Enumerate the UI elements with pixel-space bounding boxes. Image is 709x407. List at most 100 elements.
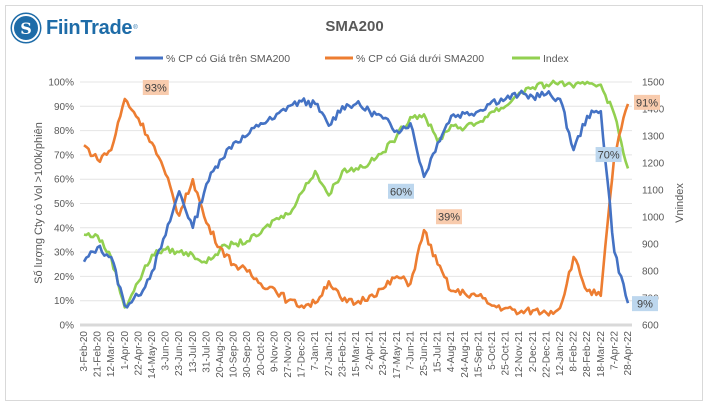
legend-item: % CP có Giá trên SMA200 [135, 53, 290, 65]
x-tick-label: 30-Sep-20 [242, 331, 253, 378]
y-axis-title: Số lượng Cty có Vol >100k/phiên [33, 122, 45, 284]
x-tick-label: 17-May-21 [392, 331, 403, 379]
y-tick-label: 70% [54, 150, 74, 161]
x-tick-label: 31-Jul-20 [201, 331, 212, 373]
legend-label: Index [543, 53, 569, 65]
x-tick-label: 27-Nov-20 [283, 331, 294, 378]
x-tick-label: 2-Dec-21 [528, 331, 539, 373]
legend-label: % CP có Giá dưới SMA200 [356, 53, 484, 65]
gridlines [80, 81, 632, 327]
y2-tick-label: 1200 [642, 159, 665, 170]
x-tick-label: 8-Feb-22 [569, 331, 580, 372]
data-label-box [142, 80, 169, 96]
y-tick-label: 40% [54, 223, 74, 234]
x-tick-label: 24-Aug-21 [460, 331, 471, 378]
x-tick-label: 7-Jun-21 [405, 331, 416, 371]
x-tick-label: 3-Jun-20 [161, 331, 172, 371]
series-lines [82, 79, 630, 317]
data-label-box [632, 296, 658, 312]
x-tick-label: 28-Feb-22 [582, 331, 593, 378]
x-tick-label: 28-Apr-22 [623, 331, 634, 376]
data-label: 9% [632, 296, 658, 312]
x-tick-label: 21-Feb-20 [93, 331, 104, 378]
legend: % CP có Giá trên SMA200 % CP có Giá dưới … [135, 53, 569, 65]
y-tick-label: 20% [54, 272, 74, 283]
x-tick-label: 15-Sep-21 [473, 331, 484, 378]
annotations: 93% 60% 39% 70% 91% 9% [142, 80, 660, 312]
y2-tick-label: 1500 [642, 78, 665, 89]
series-line-1 [83, 97, 630, 317]
y2-tick-label: 1100 [642, 186, 664, 197]
x-tick-label: 3-Feb-20 [79, 331, 90, 372]
y2-tick-label: 1000 [642, 213, 665, 224]
x-tick-label: 7-Apr-22 [609, 331, 620, 370]
y-tick-label: 80% [54, 126, 74, 137]
data-label-text: 91% [636, 97, 658, 109]
x-axis-ticks: 3-Feb-20 21-Feb-20 12-Mar-20 1-Apr-20 22-Apr… [79, 331, 634, 379]
x-tick-label: 1-Apr-20 [120, 331, 131, 370]
x-tick-label: 27-Jan-21 [324, 331, 335, 376]
x-tick-label: 7-Jan-21 [310, 331, 321, 371]
x-tick-label: 23-Apr-21 [378, 331, 389, 376]
x-tick-label: 20-Aug-20 [215, 331, 226, 378]
data-label-text: 9% [637, 299, 653, 311]
x-tick-label: 25-Jun-21 [419, 331, 430, 376]
legend-item: Index [512, 53, 569, 65]
y2-axis-title: Vnindex [674, 183, 686, 223]
x-tick-label: 22-Dec-21 [541, 331, 552, 378]
y-tick-label: 60% [54, 175, 74, 186]
x-tick-label: 4-Aug-21 [446, 331, 457, 373]
x-tick-label: 20-Oct-20 [256, 331, 267, 376]
x-tick-label: 15-Jul-21 [433, 331, 444, 373]
data-label-text: 93% [145, 83, 167, 95]
left-axis-ticks: 0% 10% 20% 30% 40% 50% 60% 70% 80% 90% 100% [48, 78, 74, 332]
y2-tick-label: 900 [642, 240, 659, 251]
y-tick-label: 30% [54, 248, 74, 259]
data-label: 70% [595, 147, 622, 163]
y2-tick-label: 600 [642, 321, 659, 332]
x-tick-label: 25-Oct-21 [501, 331, 512, 376]
x-tick-label: 2-Apr-21 [365, 331, 376, 370]
x-tick-label: 18-Mar-22 [596, 331, 607, 378]
data-label: 91% [634, 94, 660, 110]
chart-title: SMA200 [325, 18, 384, 35]
y2-tick-label: 1400 [642, 105, 665, 116]
data-label: 60% [388, 183, 414, 199]
data-label-box [388, 183, 414, 199]
series-line-2 [83, 79, 630, 309]
data-label-text: 70% [598, 150, 620, 162]
fiintrade-logo-icon: S [12, 14, 40, 42]
x-tick-label: 14-May-20 [147, 331, 158, 379]
registered-mark: ® [133, 25, 138, 31]
series-line-0 [82, 89, 630, 309]
fiintrade-logo: S FiinTrade ® [12, 14, 138, 42]
y2-tick-label: 1300 [642, 132, 665, 143]
y-tick-label: 10% [54, 296, 74, 307]
y-tick-label: 100% [48, 78, 74, 89]
logo-text: FiinTrade [46, 16, 133, 39]
x-tick-label: 17-Dec-20 [297, 331, 308, 378]
data-label-box [436, 209, 462, 225]
y-tick-label: 90% [54, 102, 74, 113]
x-tick-label: 22-Apr-20 [133, 331, 144, 376]
x-tick-label: 5-Oct-21 [487, 331, 498, 370]
right-axis-ticks: 600700800900100011001200130014001500 [642, 78, 665, 332]
data-label-text: 39% [438, 212, 460, 224]
x-tick-label: 12-Mar-20 [106, 331, 117, 378]
data-label: 39% [436, 209, 462, 225]
x-tick-label: 23-Feb-21 [337, 331, 348, 378]
y-tick-label: 50% [54, 199, 74, 210]
legend-item: % CP có Giá dưới SMA200 [325, 53, 484, 65]
y2-tick-label: 800 [642, 267, 659, 278]
x-tick-label: 12-Nov-21 [514, 331, 525, 378]
x-tick-label: 13-Jul-20 [188, 331, 199, 373]
x-tick-label: 12-Jan-22 [555, 331, 566, 376]
y-tick-label: 0% [60, 321, 75, 332]
data-label-text: 60% [390, 186, 412, 198]
x-tick-label: 15-Mar-21 [351, 331, 362, 378]
x-tick-label: 10-Sep-20 [229, 331, 240, 378]
data-label: 93% [142, 80, 169, 96]
data-label-box [595, 147, 622, 163]
legend-label: % CP có Giá trên SMA200 [166, 53, 290, 65]
